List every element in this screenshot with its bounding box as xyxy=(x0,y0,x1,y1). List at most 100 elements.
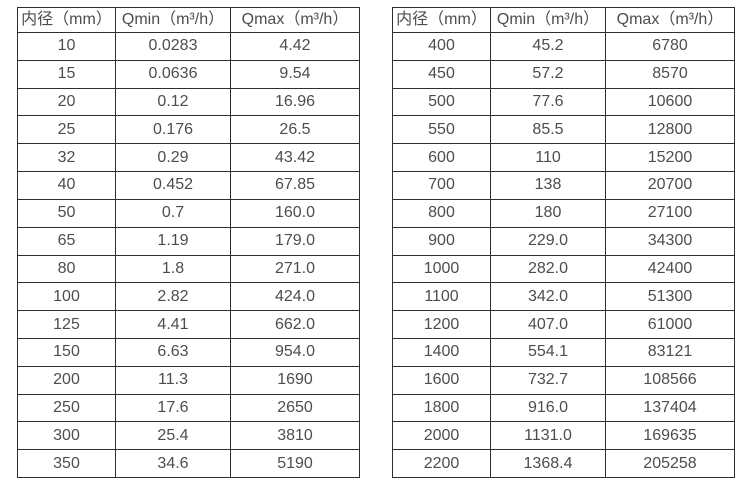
table-cell: 8570 xyxy=(605,59,735,89)
table-cell: 26.5 xyxy=(230,115,360,145)
table-row: 1200 407.0 61000 xyxy=(392,310,735,339)
table-row: 1400 554.1 83121 xyxy=(392,337,735,367)
table-cell: 229.0 xyxy=(490,226,606,256)
table-cell: 4.41 xyxy=(115,310,231,339)
table-row: 50 0.7 160.0 xyxy=(17,198,360,228)
table-row: 150 6.63 954.0 xyxy=(17,337,360,367)
table-cell: 65 xyxy=(17,226,116,256)
table-cell: 169635 xyxy=(605,421,735,451)
table-row: 400 45.2 6780 xyxy=(392,32,735,61)
table-cell: 2.82 xyxy=(115,282,231,312)
table-row: 32 0.29 43.42 xyxy=(17,143,360,173)
table-cell: 43.42 xyxy=(230,143,360,173)
table-cell: 25.4 xyxy=(115,421,231,451)
table-cell: 6.63 xyxy=(115,337,231,367)
table-cell: 137404 xyxy=(605,393,735,423)
table-cell: 732.7 xyxy=(490,365,606,395)
table-cell: 80 xyxy=(17,254,116,284)
table-cell: 2650 xyxy=(230,393,360,423)
table-cell: 11.3 xyxy=(115,365,231,395)
table-cell: 0.29 xyxy=(115,143,231,173)
table-cell: 2000 xyxy=(392,421,491,451)
spec-table-small-wrapper: 内径（mm） Qmin（m³/h） Qmax（m³/h） 10 0.0283 4.42 1… xyxy=(17,7,360,478)
table-cell: 138 xyxy=(490,171,606,200)
table-cell: 424.0 xyxy=(230,282,360,312)
table-cell: 554.1 xyxy=(490,337,606,367)
table-cell: 250 xyxy=(17,393,116,423)
table-cell: 32 xyxy=(17,143,116,173)
table-cell: 15200 xyxy=(605,143,735,173)
spec-table-large-wrapper: 内径（mm） Qmin（m³/h） Qmax（m³/h） 400 45.2 6780 45… xyxy=(392,7,735,478)
table-row: 550 85.5 12800 xyxy=(392,115,735,145)
table-cell: 342.0 xyxy=(490,282,606,312)
table-cell: 77.6 xyxy=(490,87,606,117)
table-cell: 125 xyxy=(17,310,116,339)
table-row: 100 2.82 424.0 xyxy=(17,282,360,312)
table-cell: 108566 xyxy=(605,365,735,395)
table-cell: 1000 xyxy=(392,254,491,284)
header-cell: Qmin（m³/h） xyxy=(490,7,606,33)
table-cell: 0.0636 xyxy=(115,59,231,89)
table-row: 900 229.0 34300 xyxy=(392,226,735,256)
table-cell: 180 xyxy=(490,198,606,228)
table-cell: 0.12 xyxy=(115,87,231,117)
table-cell: 45.2 xyxy=(490,32,606,61)
table-cell: 83121 xyxy=(605,337,735,367)
table-cell: 1400 xyxy=(392,337,491,367)
table-cell: 205258 xyxy=(605,449,735,478)
table-cell: 550 xyxy=(392,115,491,145)
table-cell: 1131.0 xyxy=(490,421,606,451)
table-cell: 916.0 xyxy=(490,393,606,423)
header-cell: Qmax（m³/h） xyxy=(605,7,735,33)
table-cell: 300 xyxy=(17,421,116,451)
table-row: 10 0.0283 4.42 xyxy=(17,32,360,61)
table-row: 800 180 27100 xyxy=(392,198,735,228)
table-cell: 20700 xyxy=(605,171,735,200)
table-row: 15 0.0636 9.54 xyxy=(17,59,360,89)
table-cell: 1.8 xyxy=(115,254,231,284)
table-cell: 25 xyxy=(17,115,116,145)
table-row: 125 4.41 662.0 xyxy=(17,310,360,339)
table-row: 1800 916.0 137404 xyxy=(392,393,735,423)
table-cell: 600 xyxy=(392,143,491,173)
table-cell: 200 xyxy=(17,365,116,395)
table-cell: 40 xyxy=(17,171,116,200)
table-cell: 450 xyxy=(392,59,491,89)
table-row: 1000 282.0 42400 xyxy=(392,254,735,284)
header-cell: 内径（mm） xyxy=(392,7,491,33)
table-cell: 282.0 xyxy=(490,254,606,284)
table-cell: 1690 xyxy=(230,365,360,395)
table-cell: 700 xyxy=(392,171,491,200)
table-cell: 27100 xyxy=(605,198,735,228)
table-header-row: 内径（mm） Qmin（m³/h） Qmax（m³/h） xyxy=(392,7,735,33)
table-row: 450 57.2 8570 xyxy=(392,59,735,89)
table-row: 80 1.8 271.0 xyxy=(17,254,360,284)
table-cell: 954.0 xyxy=(230,337,360,367)
table-cell: 9.54 xyxy=(230,59,360,89)
table-cell: 2200 xyxy=(392,449,491,478)
table-row: 1100 342.0 51300 xyxy=(392,282,735,312)
table-cell: 179.0 xyxy=(230,226,360,256)
table-row: 300 25.4 3810 xyxy=(17,421,360,451)
table-cell: 6780 xyxy=(605,32,735,61)
table-row: 2200 1368.4 205258 xyxy=(392,449,735,478)
table-cell: 1800 xyxy=(392,393,491,423)
table-cell: 0.0283 xyxy=(115,32,231,61)
table-cell: 15 xyxy=(17,59,116,89)
table-cell: 17.6 xyxy=(115,393,231,423)
table-cell: 34300 xyxy=(605,226,735,256)
table-cell: 800 xyxy=(392,198,491,228)
table-cell: 407.0 xyxy=(490,310,606,339)
table-cell: 20 xyxy=(17,87,116,117)
table-cell: 4.42 xyxy=(230,32,360,61)
table-row: 20 0.12 16.96 xyxy=(17,87,360,117)
header-cell: Qmin（m³/h） xyxy=(115,7,231,33)
table-row: 250 17.6 2650 xyxy=(17,393,360,423)
table-cell: 1100 xyxy=(392,282,491,312)
table-cell: 50 xyxy=(17,198,116,228)
spec-table-small: 内径（mm） Qmin（m³/h） Qmax（m³/h） 10 0.0283 4.42 1… xyxy=(17,7,360,478)
table-row: 700 138 20700 xyxy=(392,171,735,200)
table-cell: 85.5 xyxy=(490,115,606,145)
table-cell: 0.7 xyxy=(115,198,231,228)
table-row: 200 11.3 1690 xyxy=(17,365,360,395)
